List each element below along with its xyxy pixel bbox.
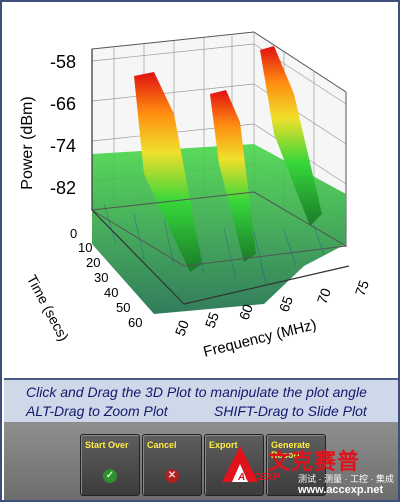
freq-axis-line [183,265,350,305]
peak-ridge-3 [260,46,322,226]
power-tick-3: -74 [50,136,77,156]
time-tick-60: 60 [128,315,143,330]
start-over-label: Start Over [85,440,129,450]
instruction-zoom: ALT-Drag to Zoom Plot [26,403,168,419]
power-tick-4: -82 [50,178,77,198]
instruction-drag: Click and Drag the 3D Plot to manipulate… [26,384,367,400]
peak-ridge-1 [134,72,202,272]
accexp-logo-icon [222,446,258,482]
check-icon: ✓ [103,469,117,483]
generate-report-button[interactable]: Generate Report [266,434,326,496]
power-axis-title: Power (dBm) [19,96,36,190]
time-tick-20: 20 [86,255,101,270]
time-tick-0: 0 [70,226,78,241]
noise-texture [103,203,325,285]
generate-report-label: Generate Report [271,440,311,460]
watermark-name: 文克赛普 [268,449,361,474]
cancel-label: Cancel [147,440,177,450]
watermark-logo: 文克赛普 ACCEXP 测试 · 测量 · 工控 · 集成 www.accexp… [216,442,396,500]
time-tick-40: 40 [104,285,119,300]
instruction-slide: SHIFT-Drag to Slide Plot [214,403,367,419]
button-bar: Start Over ✓ Cancel ✕ Export Generate Re… [4,422,398,500]
time-tick-10: 10 [78,240,93,255]
peak-ridge-2 [210,90,256,262]
power-tick-2: -66 [50,94,77,114]
export-button[interactable]: Export [204,434,264,496]
watermark-tagline: 测试 · 测量 · 工控 · 集成 [298,474,394,484]
instructions-panel: Click and Drag the 3D Plot to manipulate… [4,378,398,424]
start-over-button[interactable]: Start Over ✓ [80,434,140,496]
cancel-button[interactable]: Cancel ✕ [142,434,202,496]
3d-plot-canvas[interactable] [4,4,398,376]
x-icon: ✕ [165,469,179,483]
power-tick-1: -58 [50,52,77,72]
watermark-brand: ACCEXP [238,472,280,483]
3d-spectrum-plot[interactable]: -58 -66 -74 -82 Power (dBm) 0 10 20 30 4… [4,4,398,376]
time-axis-line [91,209,185,305]
time-tick-50: 50 [116,300,131,315]
plot-floor [90,191,348,267]
watermark-url: www.accexp.net [298,484,384,496]
time-tick-30: 30 [94,270,109,285]
export-label: Export [209,440,238,450]
